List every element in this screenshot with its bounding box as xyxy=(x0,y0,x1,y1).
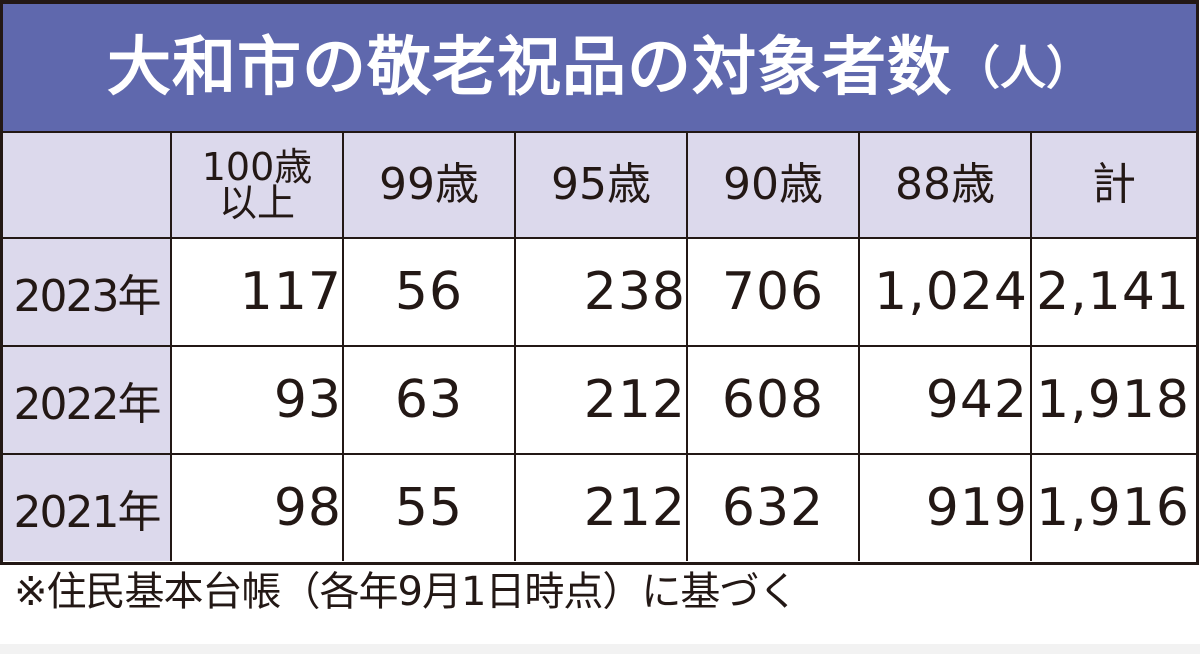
column-header-90: 90歳 xyxy=(686,133,860,239)
cell-99: 56 xyxy=(342,237,516,347)
row-header-year: 2023年 xyxy=(3,237,172,347)
cell-100-plus: 117 xyxy=(170,237,344,347)
cell-99: 55 xyxy=(342,453,516,561)
title-unit: （人） xyxy=(954,40,1092,95)
cell-total: 2,141 xyxy=(1030,237,1196,347)
column-header-total: 計 xyxy=(1030,133,1196,239)
cell-90: 632 xyxy=(686,453,860,561)
table-row: 2023年 117 56 238 706 1,024 2,141 xyxy=(3,237,1196,347)
cell-total: 1,916 xyxy=(1030,453,1196,561)
title-band: 大和市の敬老祝品の対象者数 （人） xyxy=(3,4,1196,133)
footnote: ※住民基本台帳（各年9月1日時点）に基づく xyxy=(14,569,798,615)
header-row: 100歳 以上 99歳 95歳 90歳 88歳 計 xyxy=(3,133,1196,239)
cell-90: 706 xyxy=(686,237,860,347)
cell-95: 238 xyxy=(514,237,688,347)
cell-99: 63 xyxy=(342,345,516,455)
cell-90: 608 xyxy=(686,345,860,455)
corner-cell xyxy=(3,133,172,239)
cell-88: 942 xyxy=(858,345,1032,455)
page-title: 大和市の敬老祝品の対象者数 xyxy=(107,30,952,105)
column-header-100-plus: 100歳 以上 xyxy=(170,133,344,239)
table-row: 2021年 98 55 212 632 919 1,916 xyxy=(3,453,1196,561)
row-header-year: 2022年 xyxy=(3,345,172,455)
table-row: 2022年 93 63 212 608 942 1,918 xyxy=(3,345,1196,455)
bottom-strip xyxy=(0,644,1200,654)
cell-95: 212 xyxy=(514,345,688,455)
column-header-line1: 100歳 xyxy=(201,144,313,189)
cell-total: 1,918 xyxy=(1030,345,1196,455)
row-header-year: 2021年 xyxy=(3,453,172,561)
cell-95: 212 xyxy=(514,453,688,561)
column-header-88: 88歳 xyxy=(858,133,1032,239)
column-header-line2: 以上 xyxy=(218,181,295,225)
cell-88: 919 xyxy=(858,453,1032,561)
cell-100-plus: 93 xyxy=(170,345,344,455)
cell-88: 1,024 xyxy=(858,237,1032,347)
data-table: 100歳 以上 99歳 95歳 90歳 88歳 計 2023年 117 56 2… xyxy=(3,133,1196,561)
column-header-95: 95歳 xyxy=(514,133,688,239)
table-frame: 大和市の敬老祝品の対象者数 （人） 100歳 以上 99歳 95歳 90歳 88歳… xyxy=(0,0,1199,565)
cell-100-plus: 98 xyxy=(170,453,344,561)
column-header-99: 99歳 xyxy=(342,133,516,239)
